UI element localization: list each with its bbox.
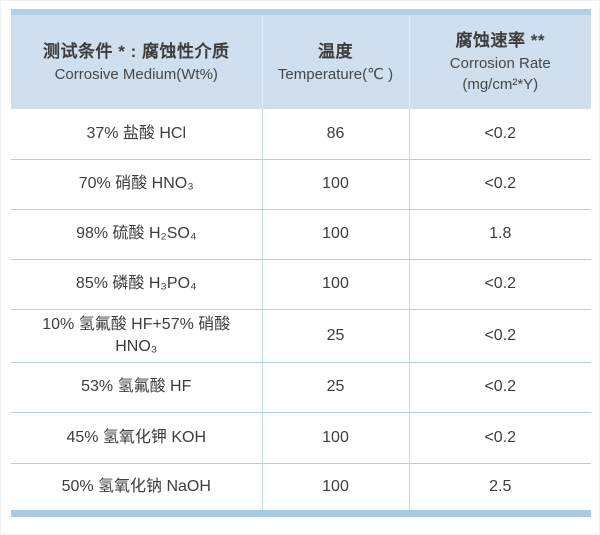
temperature-cell: 100 [262, 462, 410, 510]
table-bottom-accent-bar [11, 510, 591, 517]
table-row: 10% 氢氟酸 HF+57% 硝酸 HNO₃ 25 <0.2 [11, 308, 591, 362]
header-temperature-zh: 温度 [318, 41, 353, 61]
header-row: 测试条件 * : 腐蚀性介质 Corrosive Medium(Wt%) 温度 … [11, 15, 591, 109]
medium-cell: 37% 盐酸 HCl [11, 109, 263, 159]
medium-cell: 85% 磷酸 H₃PO₄ [11, 258, 263, 309]
column-header-temperature: 温度 Temperature(℃ ) [262, 15, 410, 109]
rate-cell: 1.8 [409, 208, 591, 259]
table-row: 50% 氢氧化钠 NaOH 100 2.5 [11, 462, 591, 510]
table-row: 98% 硫酸 H₂SO₄ 100 1.8 [11, 208, 591, 259]
header-medium-en: Corrosive Medium(Wt%) [54, 65, 218, 83]
medium-cell: 70% 硝酸 HNO₃ [11, 158, 263, 209]
medium-cell: 98% 硫酸 H₂SO₄ [11, 208, 263, 259]
medium-cell: 10% 氢氟酸 HF+57% 硝酸 HNO₃ [11, 308, 263, 362]
temperature-cell: 100 [262, 208, 410, 259]
corrosion-table-card: 测试条件 * : 腐蚀性介质 Corrosive Medium(Wt%) 温度 … [11, 9, 591, 517]
temperature-cell: 25 [262, 361, 410, 412]
medium-cell: 45% 氢氧化钾 KOH [11, 411, 263, 463]
temperature-cell: 100 [262, 158, 410, 209]
medium-cell: 50% 氢氧化钠 NaOH [11, 462, 263, 510]
table-row: 85% 磷酸 H₃PO₄ 100 <0.2 [11, 258, 591, 309]
medium-cell: 53% 氢氟酸 HF [11, 361, 263, 412]
column-header-medium: 测试条件 * : 腐蚀性介质 Corrosive Medium(Wt%) [11, 15, 263, 109]
rate-cell: <0.2 [484, 124, 517, 142]
temperature-cell: 86 [262, 109, 410, 159]
table-row: 53% 氢氟酸 HF 25 <0.2 [11, 361, 591, 412]
table-row: 70% 硝酸 HNO₃ 100 <0.2 [11, 158, 591, 209]
rate-cell: <0.2 [409, 308, 591, 362]
temperature-cell: 100 [262, 411, 410, 463]
header-corrosion-rate-en: Corrosion Rate (mg/cm²*Y) [449, 55, 551, 93]
header-medium-zh: 测试条件 * : 腐蚀性介质 [43, 41, 230, 61]
corrosion-data-table: 测试条件 * : 腐蚀性介质 Corrosive Medium(Wt%) 温度 … [11, 15, 591, 510]
rate-cell: <0.2 [409, 411, 591, 463]
column-header-corrosion-rate: 腐蚀速率 ** Corrosion Rate (mg/cm²*Y) [409, 15, 591, 109]
header-temperature-en: Temperature(℃ ) [277, 65, 394, 83]
temperature-cell: 100 [262, 258, 410, 309]
table-row: 45% 氢氧化钾 KOH 100 <0.2 [11, 411, 591, 463]
rate-cell: <0.2 [409, 361, 591, 412]
rate-cell: <0.2 [409, 258, 591, 309]
table-top-accent-bar [11, 9, 591, 15]
table-row: 37% 盐酸 HCl 86 <0.2 [11, 109, 591, 159]
header-corrosion-rate-zh: 腐蚀速率 ** [455, 31, 545, 50]
rate-cell: 2.5 [409, 462, 591, 510]
rate-cell: <0.2 [409, 158, 591, 209]
temperature-cell: 25 [262, 308, 410, 362]
